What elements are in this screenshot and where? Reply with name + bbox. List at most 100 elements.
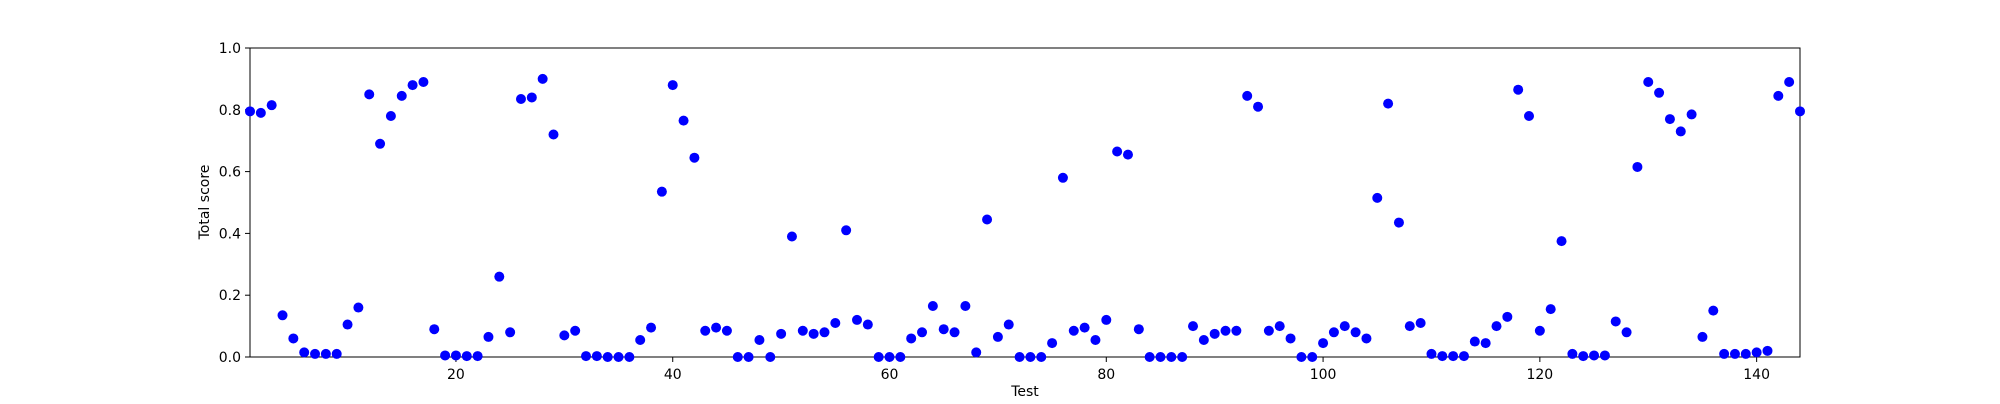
data-point bbox=[375, 138, 386, 149]
data-point bbox=[1155, 352, 1166, 362]
data-point bbox=[938, 324, 949, 335]
data-point bbox=[407, 80, 418, 91]
data-point bbox=[1339, 321, 1350, 332]
data-point bbox=[732, 352, 743, 362]
x-axis-label: Test bbox=[1010, 384, 1039, 400]
data-point bbox=[1220, 325, 1231, 336]
data-point bbox=[1350, 327, 1361, 338]
data-point bbox=[906, 333, 917, 344]
data-point bbox=[841, 225, 852, 236]
y-tick-label: 1.0 bbox=[219, 41, 241, 57]
x-axis: 20 40 60 80 100 120 140 bbox=[447, 357, 1770, 383]
data-point bbox=[667, 80, 678, 91]
data-point bbox=[1632, 161, 1643, 172]
plot-frame bbox=[249, 47, 1801, 358]
y-tick-label: 0.8 bbox=[219, 103, 241, 119]
y-tick-label: 0.2 bbox=[219, 288, 241, 304]
data-point bbox=[602, 352, 613, 362]
data-point bbox=[1686, 109, 1697, 120]
data-points bbox=[245, 73, 1805, 362]
data-point bbox=[310, 348, 321, 359]
data-point bbox=[570, 325, 581, 336]
data-point bbox=[808, 328, 819, 339]
data-point bbox=[1458, 351, 1469, 362]
y-tick-label: 0.0 bbox=[219, 350, 241, 366]
data-point bbox=[949, 327, 960, 338]
data-point bbox=[581, 351, 592, 362]
data-point bbox=[1784, 76, 1795, 87]
data-point bbox=[1751, 347, 1762, 358]
data-point bbox=[1404, 321, 1415, 332]
data-point bbox=[331, 348, 342, 359]
data-point bbox=[342, 319, 353, 330]
data-point bbox=[1285, 333, 1296, 344]
data-point bbox=[1545, 304, 1556, 315]
data-point bbox=[1415, 318, 1426, 329]
data-point bbox=[895, 352, 906, 362]
data-point bbox=[1242, 90, 1253, 101]
data-point bbox=[624, 352, 635, 362]
data-point bbox=[1426, 348, 1437, 359]
data-point bbox=[1556, 236, 1567, 247]
data-point bbox=[851, 314, 862, 325]
data-point bbox=[1144, 352, 1155, 362]
data-point bbox=[862, 319, 873, 330]
data-point bbox=[689, 152, 700, 163]
x-tick-label: 80 bbox=[1097, 367, 1115, 383]
data-point bbox=[700, 325, 711, 336]
data-point bbox=[1469, 336, 1480, 347]
x-tick-label: 140 bbox=[1743, 367, 1770, 383]
data-point bbox=[396, 90, 407, 101]
x-tick-label: 40 bbox=[664, 367, 682, 383]
data-point bbox=[765, 352, 776, 362]
data-point bbox=[266, 100, 277, 111]
data-point bbox=[743, 352, 754, 362]
data-point bbox=[1480, 338, 1491, 349]
data-point bbox=[1740, 348, 1751, 359]
data-point bbox=[1729, 348, 1740, 359]
data-point bbox=[1133, 324, 1144, 335]
data-point bbox=[1697, 331, 1708, 342]
data-point bbox=[1328, 327, 1339, 338]
data-point bbox=[873, 352, 884, 362]
data-point bbox=[1036, 352, 1047, 362]
data-point bbox=[483, 331, 494, 342]
data-point bbox=[1621, 327, 1632, 338]
data-point bbox=[288, 333, 299, 344]
data-point bbox=[1393, 217, 1404, 228]
data-point bbox=[429, 324, 440, 335]
data-point bbox=[1437, 351, 1448, 362]
data-point bbox=[1188, 321, 1199, 332]
data-point bbox=[591, 351, 602, 362]
data-point bbox=[1610, 316, 1621, 327]
data-point bbox=[917, 327, 928, 338]
data-point bbox=[1578, 351, 1589, 362]
data-point bbox=[461, 351, 472, 362]
data-point bbox=[1361, 333, 1372, 344]
data-point bbox=[721, 325, 732, 336]
data-point bbox=[1209, 328, 1220, 339]
data-point bbox=[1090, 335, 1101, 346]
data-point bbox=[1719, 348, 1730, 359]
data-point bbox=[1253, 101, 1264, 112]
data-point bbox=[364, 89, 375, 100]
data-point bbox=[1057, 172, 1068, 183]
data-point bbox=[656, 186, 667, 197]
y-tick-label: 0.6 bbox=[219, 165, 241, 181]
data-point bbox=[1664, 114, 1675, 125]
y-axis-label: Total score bbox=[197, 165, 213, 241]
data-point bbox=[255, 107, 266, 118]
data-point bbox=[754, 335, 765, 346]
data-point bbox=[1773, 90, 1784, 101]
data-point bbox=[1654, 87, 1665, 98]
data-point bbox=[1068, 325, 1079, 336]
data-point bbox=[960, 301, 971, 312]
data-point bbox=[1524, 110, 1535, 121]
data-point bbox=[982, 214, 993, 225]
data-point bbox=[1112, 146, 1123, 157]
data-point bbox=[797, 325, 808, 336]
data-point bbox=[1567, 348, 1578, 359]
data-point bbox=[1047, 338, 1058, 349]
data-point bbox=[1274, 321, 1285, 332]
